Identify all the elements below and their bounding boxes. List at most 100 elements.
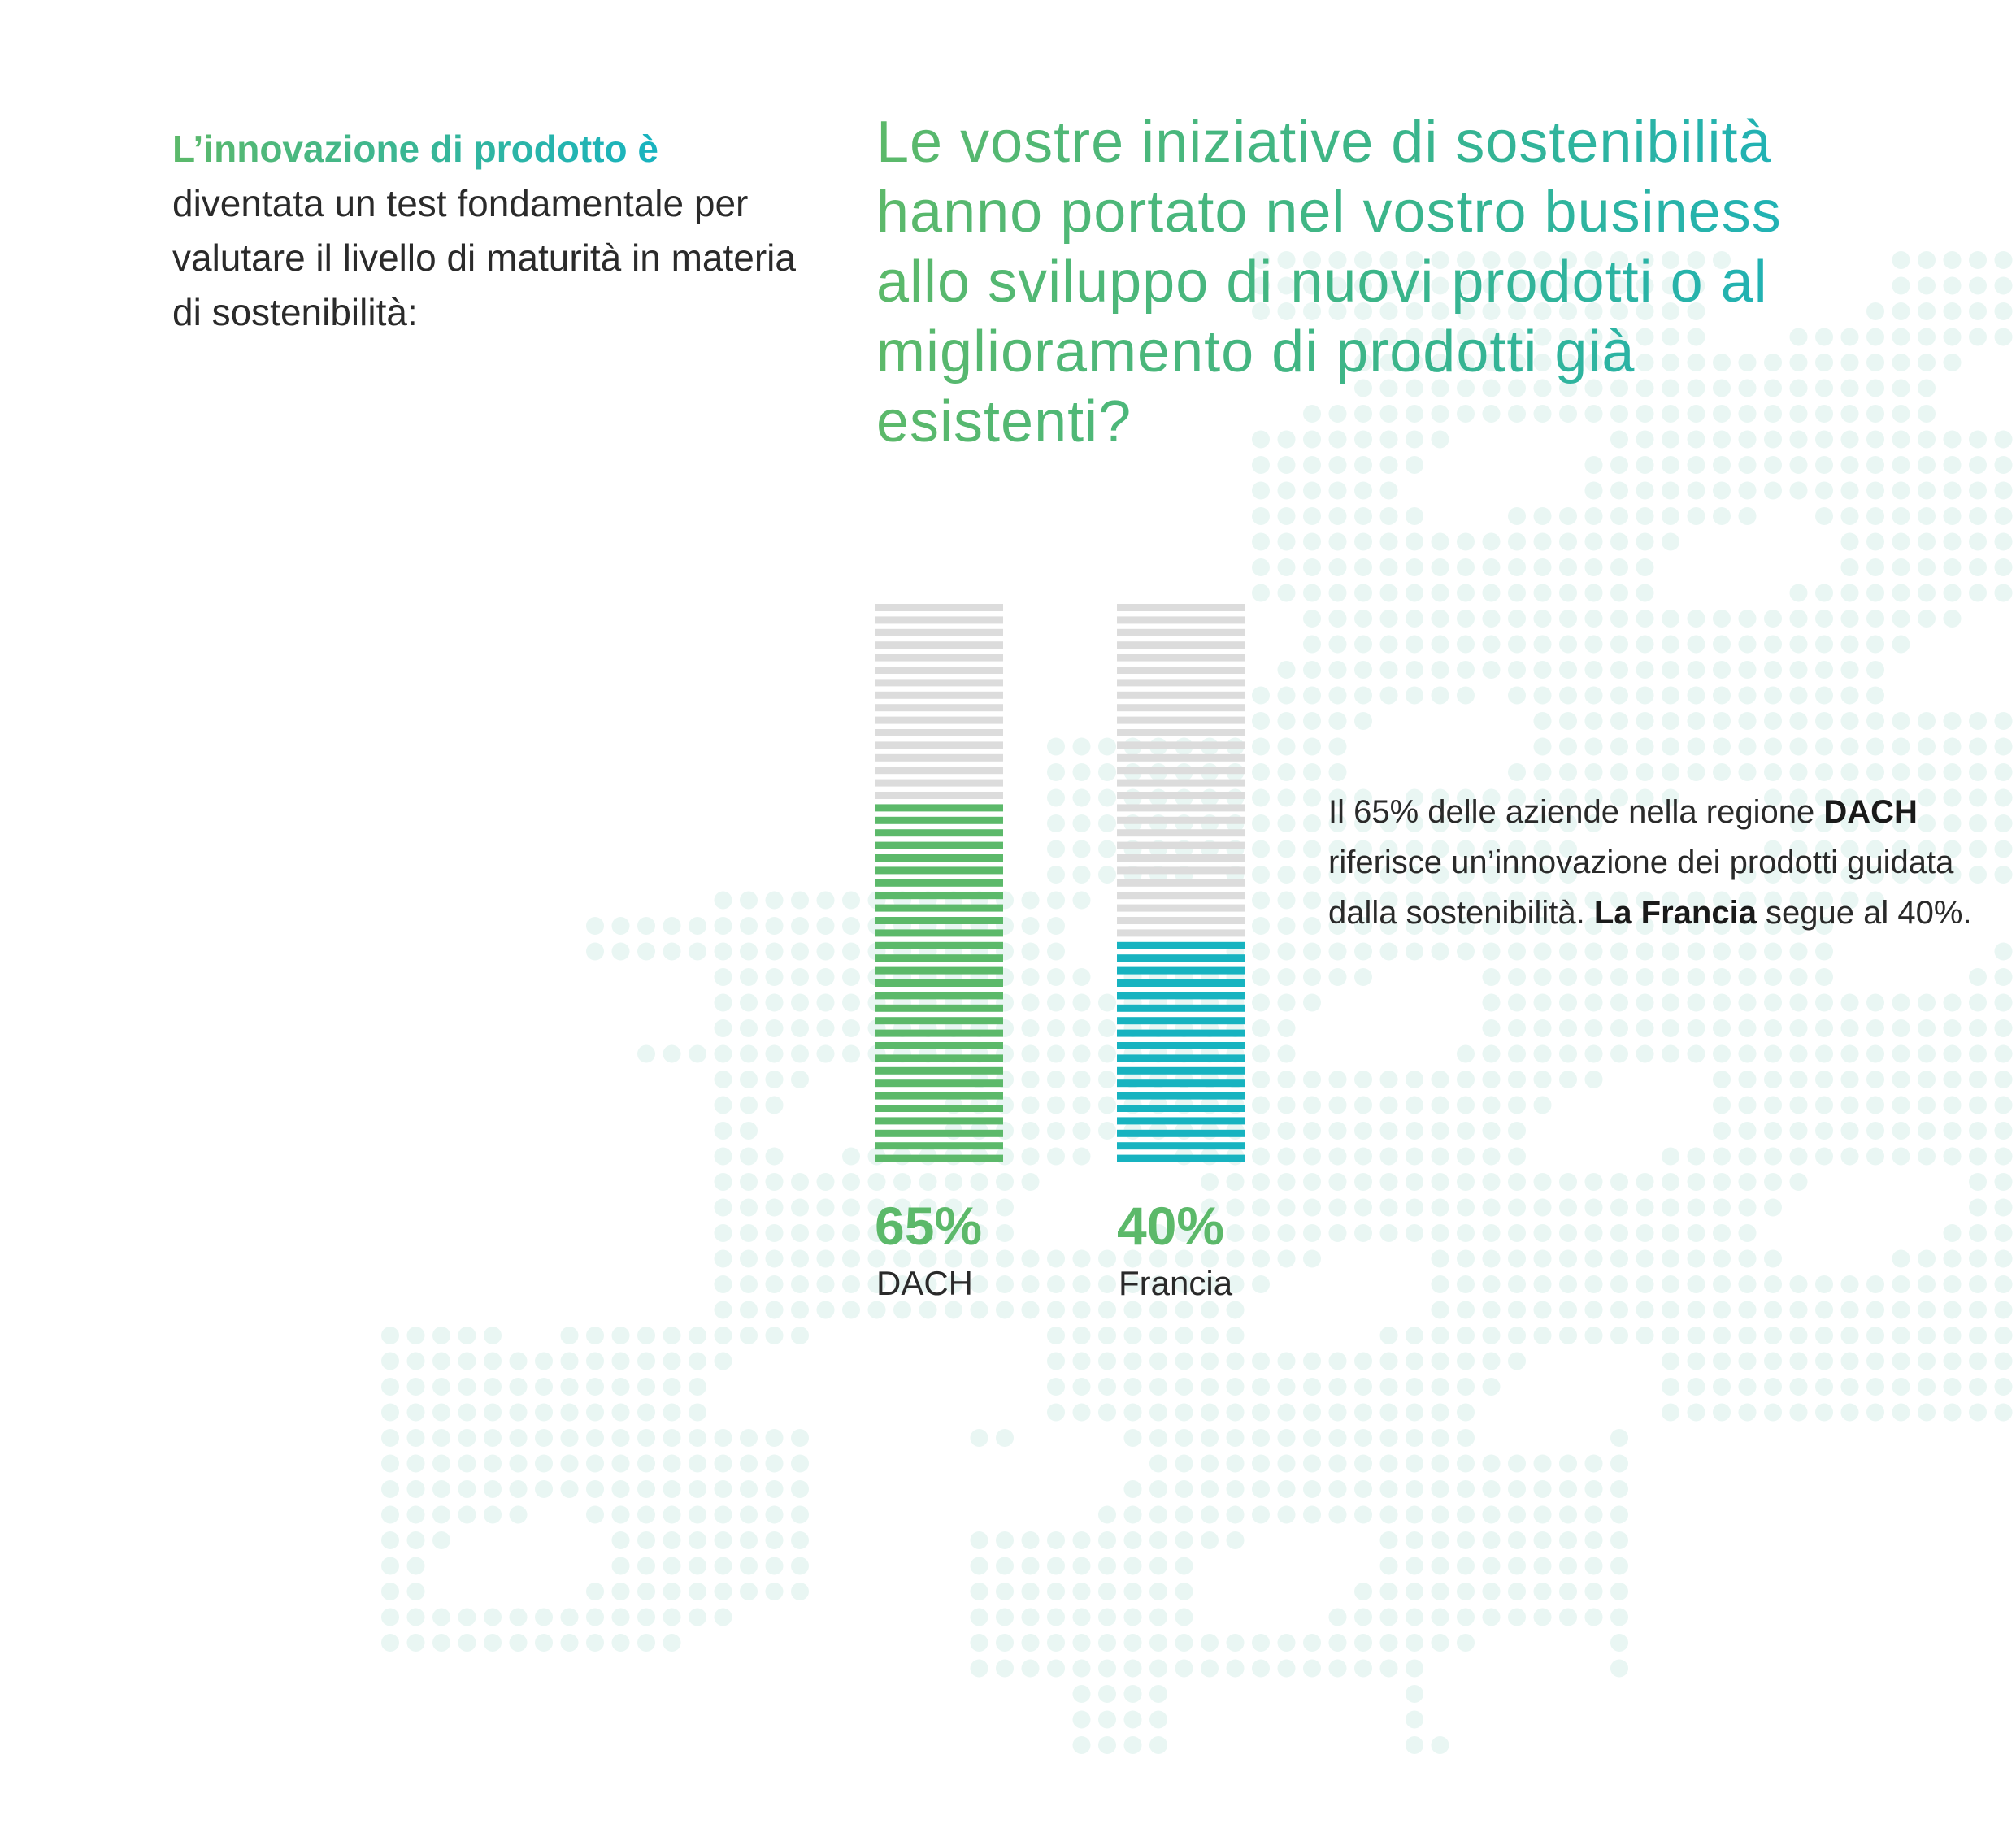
map-dot [1047, 1531, 1065, 1549]
map-dot [1379, 276, 1398, 295]
map-dot [1687, 661, 1705, 679]
map-dot [1662, 481, 1679, 500]
map-dot [1533, 866, 1552, 884]
map-dot [1123, 1275, 1142, 1293]
map-dot [1072, 1403, 1091, 1422]
map-dot [1584, 993, 1603, 1012]
map-dot [842, 1019, 860, 1037]
map-dot [1431, 1505, 1449, 1524]
map-dot [1559, 814, 1577, 832]
map-dot [1379, 1608, 1398, 1626]
map-dot [740, 917, 758, 935]
map-dot [1738, 354, 1757, 371]
map-dot [1098, 1044, 1116, 1063]
map-dot [1918, 405, 1936, 423]
map-dot [1713, 1275, 1731, 1293]
map-dot [1584, 686, 1603, 705]
map-dot [1610, 1634, 1628, 1652]
map-dot [740, 1301, 758, 1319]
map-dot [1098, 1403, 1116, 1422]
map-dot [1072, 968, 1091, 986]
map-dot [1713, 1147, 1731, 1166]
intro-lead: L’innovazione di prodotto è [172, 128, 658, 170]
map-dot [740, 1454, 758, 1473]
map-dot [1354, 405, 1372, 423]
map-dot [611, 1583, 630, 1600]
map-dot [1969, 558, 1987, 576]
map-dot [1892, 1249, 1910, 1268]
map-dot [1047, 763, 1065, 781]
map-dot [791, 1301, 809, 1319]
map-dot [945, 1198, 962, 1217]
map-dot [1303, 1071, 1321, 1088]
map-dot [1687, 712, 1705, 730]
bar-empty-stripe [875, 716, 1003, 724]
map-dot [560, 1327, 579, 1344]
map-dot [996, 1608, 1014, 1626]
map-dot [740, 1275, 758, 1293]
map-dot [1482, 788, 1501, 807]
map-dot [1840, 1327, 1859, 1344]
map-dot [1687, 942, 1705, 961]
bar-fill-stripe [1117, 1142, 1245, 1150]
map-dot [1149, 1583, 1167, 1600]
map-dot [1636, 1275, 1654, 1293]
map-dot [1354, 1352, 1372, 1370]
map-dot [740, 1505, 758, 1524]
map-dot [1533, 302, 1552, 320]
map-dot [1559, 1608, 1577, 1626]
map-dot [1406, 328, 1423, 346]
map-dot [765, 1583, 784, 1600]
map-dot [1866, 379, 1884, 397]
map-dot [1303, 507, 1321, 525]
map-dot [1943, 712, 1962, 730]
map-dot [1789, 1275, 1808, 1293]
bar-fill-stripe [875, 1142, 1003, 1150]
map-dot [1482, 1071, 1501, 1088]
map-dot [1201, 1173, 1219, 1191]
map-dot [1866, 1071, 1884, 1088]
bar-fill-stripe [875, 879, 1003, 887]
map-dot [1533, 354, 1552, 371]
map-dot [1354, 584, 1372, 602]
map-dot [1354, 1147, 1372, 1166]
map-dot [1764, 1173, 1782, 1191]
map-dot [1815, 1122, 1833, 1140]
map-dot [1482, 840, 1501, 858]
map-dot [1892, 302, 1910, 320]
map-dot [1379, 866, 1398, 884]
map-dot [1482, 354, 1501, 371]
map-dot [1584, 251, 1603, 269]
map-dot [1482, 1249, 1501, 1268]
map-dot [381, 1480, 399, 1498]
map-dot [1918, 1019, 1936, 1037]
map-dot [484, 1608, 502, 1626]
map-dot [1969, 430, 1987, 449]
map-dot [970, 1249, 988, 1268]
map-dot [1277, 532, 1296, 551]
map-dot [381, 1378, 399, 1396]
map-dot [1406, 1122, 1423, 1140]
map-dot [1508, 968, 1526, 986]
map-dot [1354, 1505, 1372, 1524]
map-dot [1662, 1147, 1679, 1166]
map-dot [1994, 737, 2013, 756]
map-dot [1789, 1173, 1808, 1191]
map-dot [1175, 1249, 1193, 1268]
map-dot [1482, 1583, 1501, 1600]
map-dot [1892, 405, 1910, 423]
map-dot [1252, 1634, 1270, 1652]
map-dot [1457, 1480, 1475, 1498]
map-dot [1252, 532, 1270, 551]
map-dot [1072, 1378, 1091, 1396]
map-dot [1175, 1583, 1193, 1600]
map-dot [1406, 456, 1423, 474]
map-dot [1123, 1378, 1142, 1396]
map-dot [1431, 1403, 1449, 1422]
bar-fill-stripe [1117, 1105, 1245, 1112]
map-dot [1918, 379, 1936, 397]
map-dot [1866, 763, 1884, 781]
map-dot [714, 1301, 732, 1319]
map-dot [1610, 1019, 1628, 1037]
